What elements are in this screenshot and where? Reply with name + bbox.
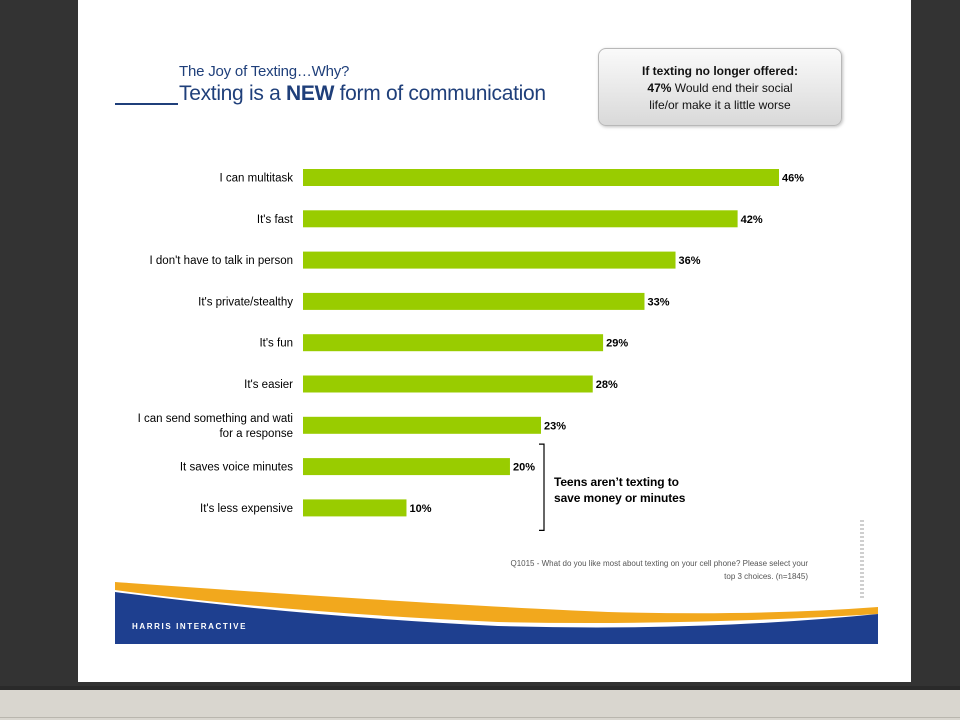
- bar: [303, 416, 541, 434]
- title-rule: [115, 103, 178, 105]
- bar-value-label: 42%: [741, 214, 763, 226]
- callout-text-1: Would end their social: [671, 81, 793, 95]
- footer-navy-band: [115, 592, 878, 644]
- bar-value-label: 33%: [647, 296, 669, 308]
- bar: [303, 499, 407, 517]
- bar-value-label: 28%: [596, 379, 618, 391]
- bar-value-label: 23%: [544, 420, 566, 432]
- bracket-annotation: Teens aren’t texting to save money or mi…: [554, 474, 714, 506]
- category-label: It's easier: [244, 379, 293, 391]
- callout-line1: 47% Would end their social: [599, 80, 841, 97]
- bar: [303, 251, 676, 269]
- category-label: I can send something and wati: [138, 413, 293, 425]
- footer-band: [115, 582, 878, 644]
- annotation-line1: Teens aren’t texting to: [554, 475, 679, 489]
- annotation-line2: save money or minutes: [554, 491, 686, 505]
- title-pre: Texting is a: [179, 82, 286, 105]
- callout-box: If texting no longer offered: 47% Would …: [598, 48, 842, 126]
- callout-percent: 47%: [647, 81, 672, 95]
- bar: [303, 458, 510, 476]
- harris-interactive-logo: HARRIS INTERACTIVE: [132, 622, 248, 631]
- callout-heading: If texting no longer offered:: [642, 64, 798, 78]
- category-label: I don't have to talk in person: [150, 255, 293, 267]
- category-label: It's less expensive: [200, 503, 293, 515]
- bar: [303, 334, 604, 352]
- category-label: It's fun: [259, 338, 293, 350]
- slide: The Joy of Texting…Why? Texting is a NEW…: [78, 0, 911, 682]
- bar-chart: 46% I can multitask 42% It's fast 36% I don't…: [138, 169, 804, 531]
- bar: [303, 375, 593, 393]
- category-label: It's fast: [257, 214, 294, 226]
- bar: [303, 169, 779, 186]
- bar-value-label: 46%: [782, 173, 804, 185]
- title-post: form of communication: [334, 82, 546, 105]
- question-footnote: Q1015 - What do you like most about text…: [378, 557, 808, 583]
- slide-subtitle: The Joy of Texting…Why?: [179, 63, 350, 80]
- copyright-side-text: [860, 520, 864, 598]
- slide-title: Texting is a NEW form of communication: [179, 82, 546, 106]
- category-label: for a response: [219, 428, 293, 440]
- bar-value-label: 36%: [679, 255, 701, 267]
- bar: [303, 210, 738, 228]
- footer-orange-swoosh: [115, 582, 878, 623]
- footnote-line1: Q1015 - What do you like most about text…: [510, 559, 808, 568]
- window-bottom-strip: [0, 686, 960, 720]
- bar-value-label: 20%: [513, 462, 535, 474]
- category-label: It saves voice minutes: [180, 462, 293, 474]
- bar-value-label: 29%: [606, 338, 628, 350]
- bar: [303, 292, 645, 310]
- group-bracket: [539, 443, 545, 531]
- category-label: I can multitask: [220, 173, 294, 185]
- footnote-line2: top 3 choices. (n=1845): [724, 572, 808, 581]
- title-bold: NEW: [286, 82, 335, 105]
- callout-line2: life/or make it a little worse: [649, 98, 791, 112]
- category-label: It's private/stealthy: [198, 296, 293, 308]
- bar-value-label: 10%: [409, 503, 431, 515]
